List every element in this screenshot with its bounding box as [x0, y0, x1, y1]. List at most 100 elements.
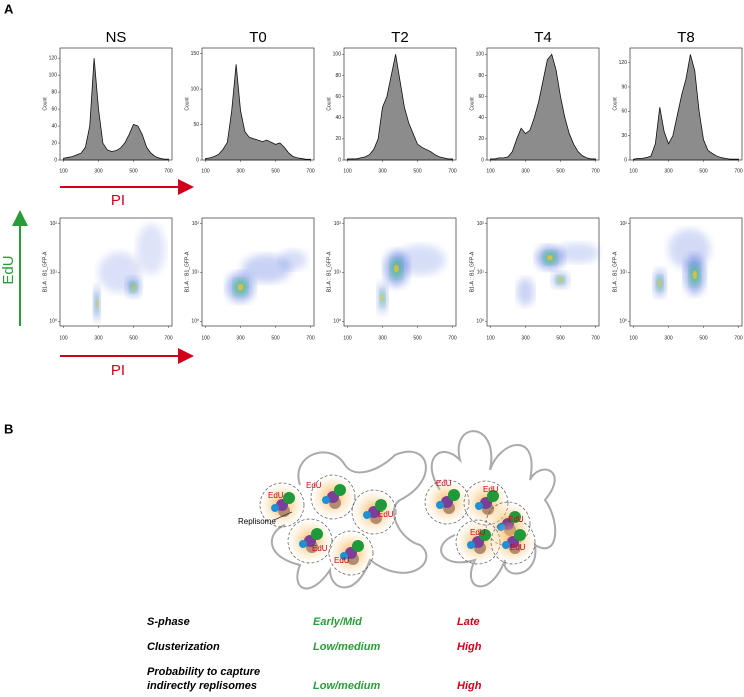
cluster-boundary: [485, 501, 531, 547]
edu-label: EdU: [378, 510, 394, 519]
y-tick-label: 10¹: [620, 270, 628, 276]
pointer: [273, 511, 293, 521]
row-label: Clusterization: [147, 641, 220, 653]
x-tick-label: 700: [306, 335, 315, 341]
y-tick-label: 90: [621, 84, 627, 90]
x-tick-label: 500: [699, 168, 708, 174]
x-tick-label: 700: [734, 335, 743, 341]
y-tick-label: 100: [191, 86, 200, 92]
y-tick-label: 10⁰: [619, 319, 627, 325]
x-tick-label: 500: [413, 168, 422, 174]
x-tick-label: 300: [521, 335, 530, 341]
axis-label: PI: [111, 362, 125, 379]
x-tick-label: 700: [164, 168, 173, 174]
y-tick-label: 10²: [50, 221, 58, 227]
histogram-area: [633, 54, 739, 161]
cell: Early/Mid: [313, 616, 362, 628]
cluster-boundary: [287, 518, 333, 564]
sample-title: NS: [106, 29, 127, 46]
x-tick-label: 500: [129, 335, 138, 341]
y-tick-label: 80: [335, 73, 341, 79]
cell: High: [457, 680, 482, 692]
subunit: [283, 492, 295, 504]
density-peak: [381, 294, 384, 302]
y-tick-label: 10⁰: [49, 319, 57, 325]
x-tick-label: 300: [236, 168, 245, 174]
y-axis-label: Count: [184, 97, 190, 111]
subunit: [475, 502, 483, 510]
x-tick-label: 700: [734, 168, 743, 174]
x-tick-label: 100: [343, 168, 352, 174]
subunit: [479, 529, 491, 541]
histogram-area: [63, 58, 169, 161]
y-tick-label: 80: [478, 73, 484, 79]
y-tick-label: 10²: [334, 221, 342, 227]
histogram-area: [347, 54, 453, 161]
density-cloud: [242, 254, 292, 283]
x-tick-label: 300: [236, 335, 245, 341]
x-tick-label: 700: [591, 168, 600, 174]
y-axis-label: B1-A :: B1_GFP-A: [469, 251, 475, 292]
x-tick-label: 500: [271, 335, 280, 341]
x-tick-label: 300: [94, 335, 103, 341]
y-tick-label: 60: [621, 109, 627, 115]
y-tick-label: 60: [478, 94, 484, 100]
x-tick-label: 700: [306, 168, 315, 174]
x-tick-label: 300: [378, 335, 387, 341]
y-tick-label: 10¹: [334, 270, 342, 276]
x-tick-label: 100: [343, 335, 352, 341]
y-tick-label: 10⁰: [333, 319, 341, 325]
subunit: [487, 490, 499, 502]
y-axis-label: B1-A :: B1_GFP-A: [184, 251, 190, 292]
cell: Low/medium: [313, 641, 380, 653]
y-tick-label: 100: [476, 52, 485, 58]
edu-label: EdU: [508, 515, 524, 524]
diagram: [259, 430, 557, 590]
y-tick-label: 10¹: [477, 270, 485, 276]
y-axis-label: B1-A :: B1_GFP-A: [42, 251, 48, 292]
y-tick-label: 40: [51, 123, 57, 129]
edu-label: EdU: [436, 479, 452, 488]
y-axis-label: B1-A :: B1_GFP-A: [612, 251, 618, 292]
edu-label: EdU: [334, 556, 350, 565]
x-tick-label: 700: [591, 335, 600, 341]
y-tick-label: 10²: [477, 221, 485, 227]
y-tick-label: 40: [335, 115, 341, 121]
sample-title: T0: [249, 29, 267, 46]
cell: High: [457, 641, 482, 653]
subunit: [334, 484, 346, 496]
y-axis-label: Count: [326, 97, 332, 111]
x-tick-label: 100: [59, 168, 68, 174]
y-tick-label: 80: [51, 89, 57, 95]
y-axis-label: Count: [42, 97, 48, 111]
density-peak: [658, 280, 662, 287]
density-peak: [96, 299, 98, 308]
x-tick-label: 700: [164, 335, 173, 341]
y-tick-label: 60: [335, 94, 341, 100]
y-tick-label: 50: [193, 122, 199, 128]
y-tick-label: 120: [619, 60, 628, 66]
density-peak: [547, 255, 553, 261]
density-cloud: [137, 224, 165, 275]
x-tick-label: 300: [94, 168, 103, 174]
x-tick-label: 700: [448, 335, 457, 341]
panel-label: B: [4, 421, 13, 436]
y-tick-label: 10⁰: [191, 319, 199, 325]
x-tick-label: 500: [413, 335, 422, 341]
x-tick-label: 100: [629, 335, 638, 341]
subunit: [436, 501, 444, 509]
plot-frame: [486, 217, 600, 327]
edu-label: EdU: [470, 528, 486, 537]
x-tick-label: 300: [664, 335, 673, 341]
histogram-area: [205, 64, 311, 161]
y-tick-label: 10⁰: [476, 319, 484, 325]
y-tick-label: 20: [335, 136, 341, 142]
y-tick-label: 10¹: [192, 270, 200, 276]
x-tick-label: 500: [271, 168, 280, 174]
y-tick-label: 0: [481, 157, 484, 163]
density-cloud: [279, 249, 307, 270]
x-tick-label: 100: [201, 335, 210, 341]
y-tick-label: 0: [54, 157, 57, 163]
cluster-boundary: [490, 519, 536, 565]
